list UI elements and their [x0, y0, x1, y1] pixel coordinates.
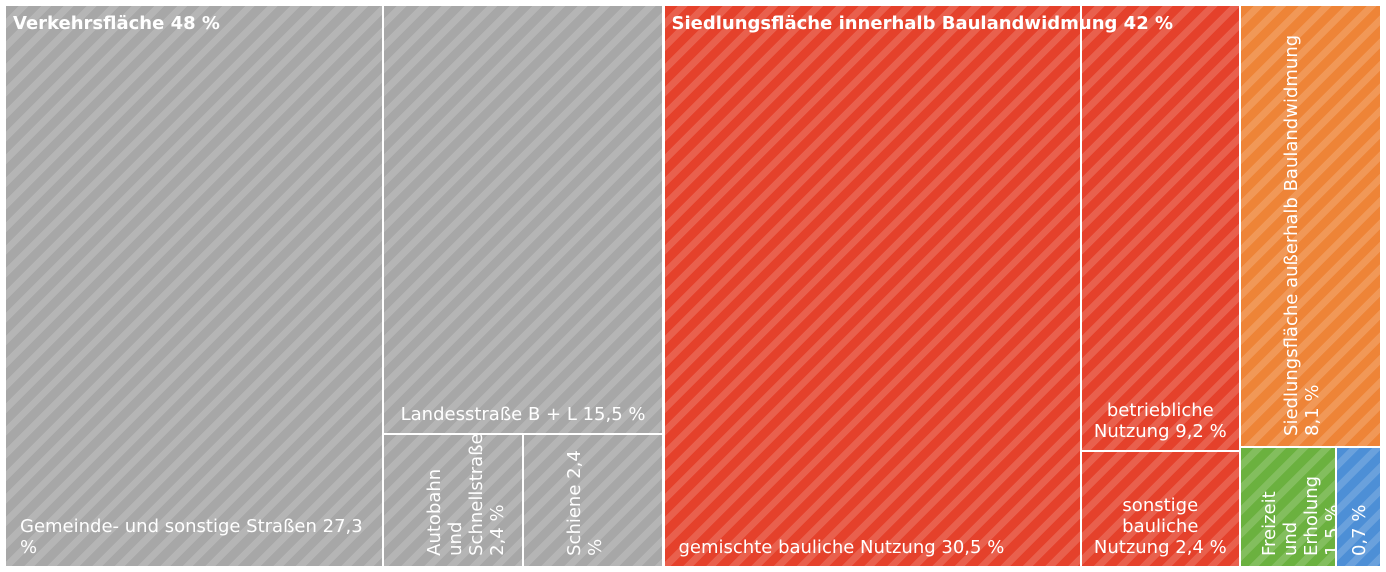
treemap-cell: Gemeinde- und sonstige Straßen 27,3 %: [5, 5, 383, 567]
cell-label: Schiene 2,4 %: [564, 445, 606, 556]
cell-name: Schiene: [564, 484, 586, 556]
cell-label: gemischte bauliche Nutzung 30,5 %: [679, 537, 1070, 558]
cell-name: betriebliche Nutzung: [1093, 399, 1214, 442]
treemap-cell: betriebliche Nutzung 9,2 %: [1080, 5, 1240, 451]
cell-value: 9,2 %: [1175, 420, 1227, 442]
cell-name: Autobahn und Schnellstraße: [423, 434, 487, 556]
cell-label: betriebliche Nutzung 9,2 %: [1092, 400, 1229, 442]
cell-name: Gemeinde- und sonstige Straßen: [20, 516, 317, 537]
cell-label: 0,7 %: [1349, 458, 1370, 556]
cell-value: 8,1 %: [1302, 384, 1324, 436]
cell-label: sonstige bauliche Nutzung 2,4 %: [1092, 495, 1229, 558]
treemap-cell: Autobahn und Schnellstraße 2,4 %: [382, 434, 524, 567]
treemap-cell: Landesstraße B + L 15,5 %: [382, 5, 664, 435]
cell-value: 30,5 %: [941, 537, 1005, 558]
cell-label: Autobahn und Schnellstraße 2,4 %: [424, 435, 508, 556]
treemap-cell: 0,7 %: [1336, 446, 1381, 567]
cell-label: Gemeinde- und sonstige Straßen 27,3 %: [20, 516, 372, 558]
cell-name: Landesstraße B + L: [400, 404, 577, 426]
cell-value: 2,4 %: [486, 504, 508, 556]
treemap-cell: sonstige bauliche Nutzung 2,4 %: [1080, 450, 1240, 567]
cell-label: Landesstraße B + L 15,5 %: [394, 404, 653, 425]
treemap-cell: gemischte bauliche Nutzung 30,5 %: [663, 5, 1081, 567]
cell-name: Freizeit und Erholung: [1258, 475, 1322, 556]
cell-value: 27,3 %: [20, 516, 363, 558]
treemap-cell: Freizeit und Erholung 1,5 %: [1239, 446, 1337, 567]
treemap-cell: Siedlungsfläche außerhalb Baulandwidmung…: [1239, 5, 1381, 447]
cell-name: sonstige bauliche Nutzung: [1093, 494, 1199, 558]
cell-value: 1,5 %: [1321, 504, 1337, 556]
cell-name: Siedlungsfläche außerhalb Baulandwidmung: [1281, 34, 1303, 436]
cell-label: Freizeit und Erholung 1,5 %: [1258, 458, 1337, 556]
treemap-cell: Schiene 2,4 %: [523, 434, 664, 567]
cell-label: Siedlungsfläche außerhalb Baulandwidmung…: [1281, 16, 1323, 436]
cell-name: gemischte bauliche Nutzung: [678, 537, 936, 558]
cell-value: 2,4 %: [1175, 536, 1227, 558]
cell-value: 0,7 %: [1348, 504, 1370, 556]
cell-value: 15,5 %: [582, 404, 646, 426]
